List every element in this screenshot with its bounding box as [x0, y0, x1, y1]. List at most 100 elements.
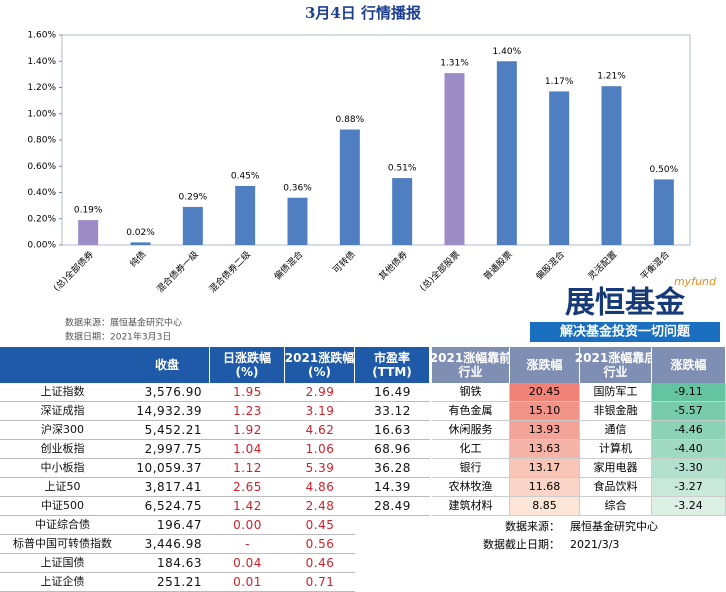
x-tick-label: (总)全部债券: [51, 248, 96, 293]
table-cell: 银行: [432, 459, 510, 478]
bar: [182, 206, 203, 245]
table-cell: 1.12: [210, 459, 285, 478]
table-cell: 8.85: [510, 497, 580, 516]
bar: [287, 197, 308, 245]
table-cell: 家用电器: [580, 459, 652, 478]
y-tick-label: 1.20%: [27, 83, 56, 93]
header-text: 涨跌幅: [526, 358, 563, 372]
table-cell: 0.00: [210, 516, 285, 535]
table-cell: 0.45: [285, 516, 355, 535]
table-cell: 3.19: [285, 402, 355, 421]
table-cell: 中证综合债: [0, 516, 125, 535]
plot-area: [61, 34, 691, 246]
logo-banner: [530, 322, 720, 342]
table-cell: 36.28: [355, 459, 430, 478]
note: 数据截止日期：: [483, 538, 560, 551]
table-cell: 16.63: [355, 421, 430, 440]
table-cell: 251.21: [125, 573, 210, 592]
x-tick-label: 灵活配置: [585, 248, 619, 282]
y-tick-label: 0.00%: [27, 241, 56, 251]
table-cell: 中小板指: [0, 459, 125, 478]
header-cell: 2021涨跌幅 (%): [285, 347, 355, 383]
note: 数据来源：: [505, 520, 560, 533]
logo-name: 展恒基金: [565, 286, 686, 321]
table-cell: 33.12: [355, 402, 430, 421]
table-cell: -4.46: [652, 421, 726, 440]
table-cell: 20.45: [510, 383, 580, 402]
header-text: 行业: [458, 365, 483, 379]
header-text: (%): [235, 365, 259, 379]
header-text: 2021涨跌幅: [284, 351, 355, 365]
logo-brand: myfund: [674, 275, 717, 288]
bar: [392, 178, 413, 245]
header-text: (%): [308, 365, 331, 379]
table-cell: 1.42: [210, 497, 285, 516]
table-cell: 2,997.75: [125, 440, 210, 459]
data-label: 0.02%: [126, 228, 155, 238]
table-cell: 中证500: [0, 497, 125, 516]
data-label: 0.51%: [388, 164, 417, 174]
header-text: (TTM): [372, 365, 412, 379]
table-cell: -5.57: [652, 402, 726, 421]
table-cell: 11.68: [510, 478, 580, 497]
table-cell: 创业板指: [0, 440, 125, 459]
table-cell: 国防军工: [580, 383, 652, 402]
table-cell: 有色金属: [432, 402, 510, 421]
data-label: 0.50%: [650, 165, 679, 175]
table-cell: 钢铁: [432, 383, 510, 402]
header-text: 2021涨幅靠后: [574, 351, 657, 365]
table-cell: 13.17: [510, 459, 580, 478]
bar: [130, 242, 151, 245]
logo-slogan: 解决基金投资一切问题: [559, 324, 691, 340]
table-cell: 68.96: [355, 440, 430, 459]
table-cell: 14.39: [355, 478, 430, 497]
table-cell: 上证50: [0, 478, 125, 497]
table-cell: 1.23: [210, 402, 285, 421]
table-cell: 184.63: [125, 554, 210, 573]
table-cell: 0.46: [285, 554, 355, 573]
y-tick-label: 1.40%: [27, 57, 56, 67]
table-cell: 0.04: [210, 554, 285, 573]
data-label: 1.21%: [597, 72, 626, 82]
bar: [444, 73, 465, 245]
x-tick-label: 可转债: [330, 248, 358, 276]
bar: [496, 61, 517, 245]
x-tick-label: 偏股混合: [533, 248, 567, 282]
header-text: 日涨跌幅: [222, 351, 271, 365]
table-cell: 196.47: [125, 516, 210, 535]
table-cell: 1.92: [210, 421, 285, 440]
bar: [78, 220, 99, 245]
table-cell: 计算机: [580, 440, 652, 459]
x-tick-label: 纯债: [127, 248, 148, 269]
table-cell: 非银金融: [580, 402, 652, 421]
bar: [235, 185, 256, 245]
table-cell: 1.95: [210, 383, 285, 402]
x-tick-label: 混合债券二级: [206, 248, 253, 295]
table-cell: 2.99: [285, 383, 355, 402]
table-cell: 深证成指: [0, 402, 125, 421]
table-cell: 2.48: [285, 497, 355, 516]
header-cell: [0, 347, 125, 383]
table-cell: -9.11: [652, 383, 726, 402]
table-cell: 3,576.90: [125, 383, 210, 402]
table-cell: 4.86: [285, 478, 355, 497]
table-cell: -4.40: [652, 440, 726, 459]
table-cell: 通信: [580, 421, 652, 440]
header-cell: 2021涨幅靠前 行业: [430, 347, 511, 383]
chart-title: 3月4日 行情播报: [305, 4, 421, 22]
y-tick-label: 0.40%: [27, 188, 56, 198]
table-cell: -3.24: [652, 497, 726, 516]
data-label: 0.29%: [179, 192, 208, 202]
header-cell: 收盘: [125, 347, 210, 383]
header-text: 涨跌幅: [670, 358, 707, 372]
note: 数据日期：2021年3月3日: [65, 331, 171, 343]
header-cell: 日涨跌幅 (%): [210, 347, 285, 383]
data-label: 0.36%: [283, 183, 312, 193]
bar: [549, 91, 570, 245]
x-tick-label: 混合债券一级: [154, 248, 201, 295]
header-text: 市盈率: [373, 351, 410, 365]
table-cell: 1.06: [285, 440, 355, 459]
table-cell: 沪深300: [0, 421, 125, 440]
y-tick-label: 0.60%: [27, 162, 56, 172]
